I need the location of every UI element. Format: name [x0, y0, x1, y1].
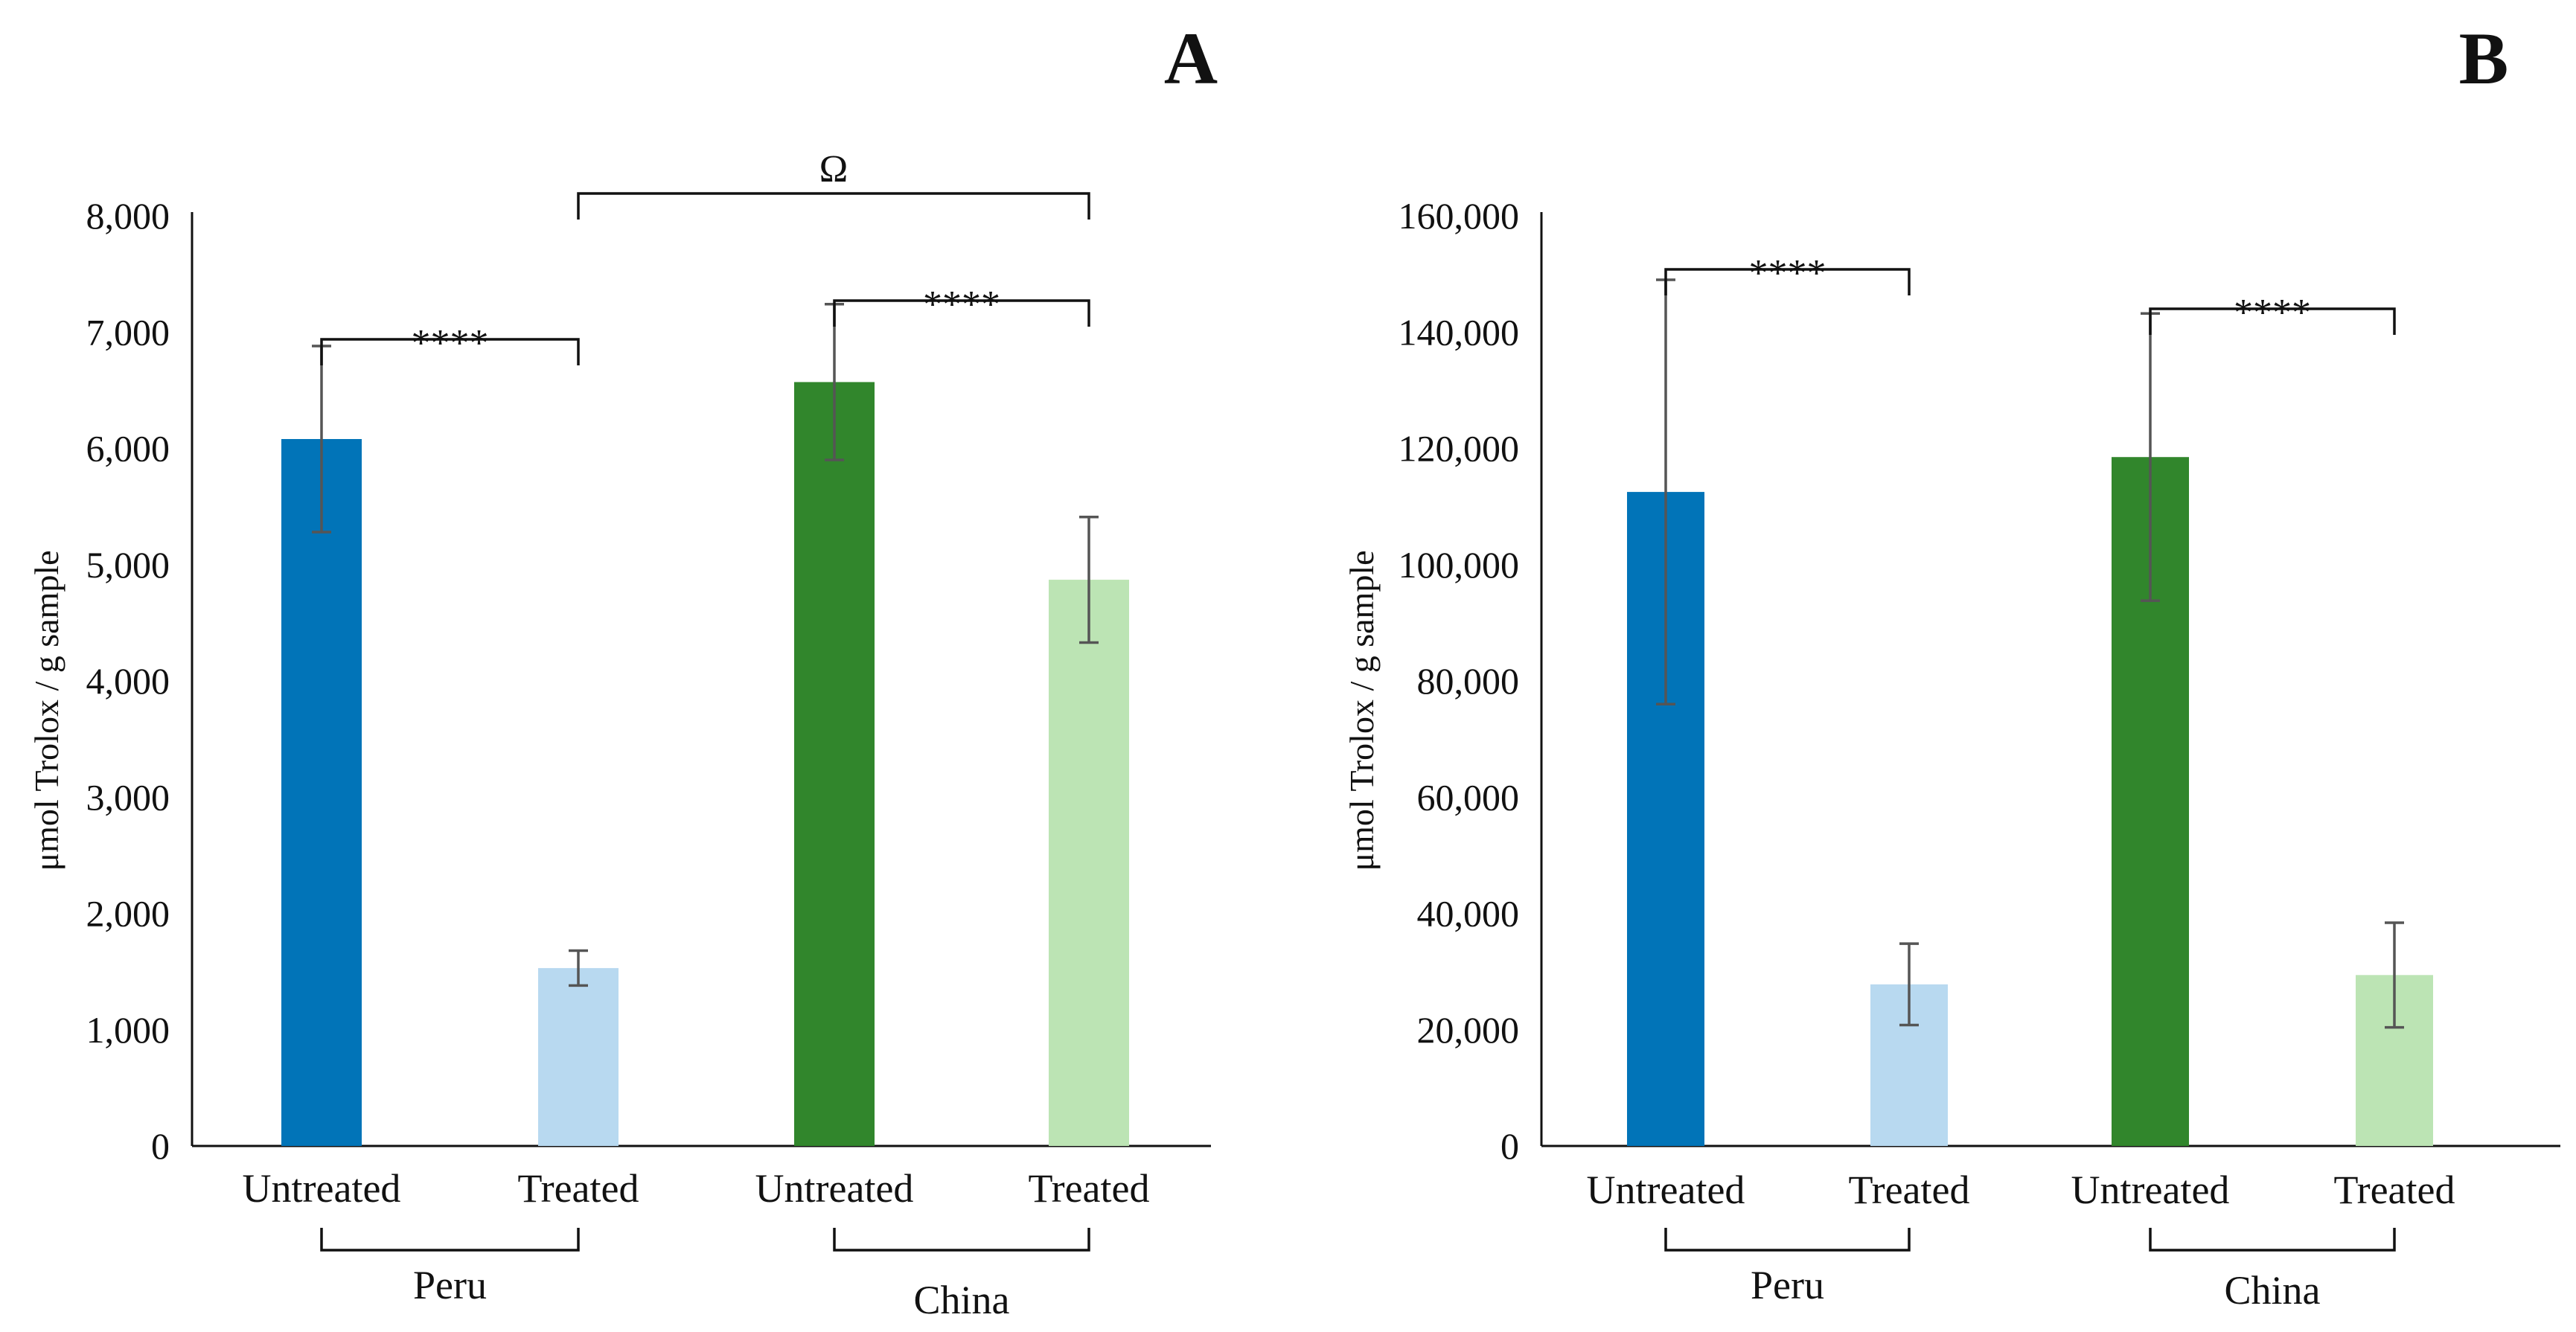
panel-b-y-axis-label: μmol Trolox / g sample: [1343, 550, 1381, 871]
panel-b-significance-bracket: [2149, 307, 2396, 335]
panel-a-bar: [281, 439, 362, 1146]
panel-a-category-label: Untreated: [755, 1166, 914, 1211]
panel-a-group-label: Peru: [413, 1263, 487, 1307]
panel-b-y-tick-label: 0: [1500, 1125, 1519, 1167]
panel-a-group-bracket: [320, 1228, 580, 1252]
panel-a-y-tick-label: 6,000: [86, 428, 170, 470]
panel-b-significance-label: ****: [1749, 252, 1826, 295]
panel-b-y-tick-label: 80,000: [1417, 660, 1520, 702]
panel-a-y-tick-label: 1,000: [86, 1009, 170, 1051]
panel-a-significance-bracket: [320, 338, 580, 365]
panel-a-y-tick-label: 0: [151, 1125, 170, 1167]
panel-a-bar: [538, 967, 619, 1146]
panel-b-y-tick-label: 160,000: [1399, 195, 1520, 237]
panel-b-group-bracket: [1664, 1228, 1911, 1252]
panel-a-y-tick-label: 2,000: [86, 893, 170, 935]
panel-a-omega-label: Ω: [819, 148, 848, 190]
panel-a-y-axis-label: μmol Trolox / g sample: [28, 550, 65, 871]
panel-a-significance-bracket: [577, 192, 1090, 220]
panel-a-significance-label: ****: [412, 322, 489, 365]
panel-b-y-tick-label: 140,000: [1399, 311, 1520, 353]
panel-a-category-label: Treated: [518, 1166, 639, 1211]
panel-b-group-label: Peru: [1751, 1263, 1824, 1307]
panel-a-y-tick-label: 7,000: [86, 311, 170, 353]
panel-a-significance-label: ****: [923, 284, 1000, 326]
panel-b-category-label: Untreated: [2071, 1168, 2230, 1212]
panel-b-y-tick-label: 100,000: [1399, 544, 1520, 586]
panel-a-letter: A: [1164, 17, 1218, 100]
panel-a-y-tick-label: 3,000: [86, 776, 170, 818]
panel-b-group-label: China: [2225, 1268, 2321, 1313]
panel-b-significance-bracket: [1664, 268, 1911, 295]
panel-b-group-bracket: [2149, 1228, 2396, 1252]
panel-a-bar: [1049, 580, 1129, 1146]
panel-a-bar: [794, 382, 875, 1146]
panel-a-category-label: Treated: [1029, 1166, 1150, 1211]
panel-b-letter: B: [2459, 17, 2509, 100]
panel-b-category-label: Untreated: [1587, 1168, 1745, 1212]
panel-b-y-tick-label: 120,000: [1399, 428, 1520, 470]
panel-a-group-bracket: [833, 1228, 1090, 1252]
panel-a-y-tick-label: 8,000: [86, 195, 170, 237]
panel-b-y-tick-label: 20,000: [1417, 1009, 1520, 1051]
panel-a-group-label: China: [914, 1278, 1010, 1322]
panel-b-significance-label: ****: [2234, 292, 2311, 334]
panel-a-significance-bracket: [833, 299, 1090, 327]
panel-b-y-tick-label: 60,000: [1417, 776, 1520, 818]
panel-a-y-tick-label: 4,000: [86, 660, 170, 702]
panel-a-y-tick-label: 5,000: [86, 544, 170, 586]
panel-a-category-label: Untreated: [243, 1166, 401, 1211]
panel-b-y-tick-label: 40,000: [1417, 893, 1520, 935]
panel-b-category-label: Treated: [2334, 1168, 2455, 1212]
panel-b-category-label: Treated: [1849, 1168, 1970, 1212]
